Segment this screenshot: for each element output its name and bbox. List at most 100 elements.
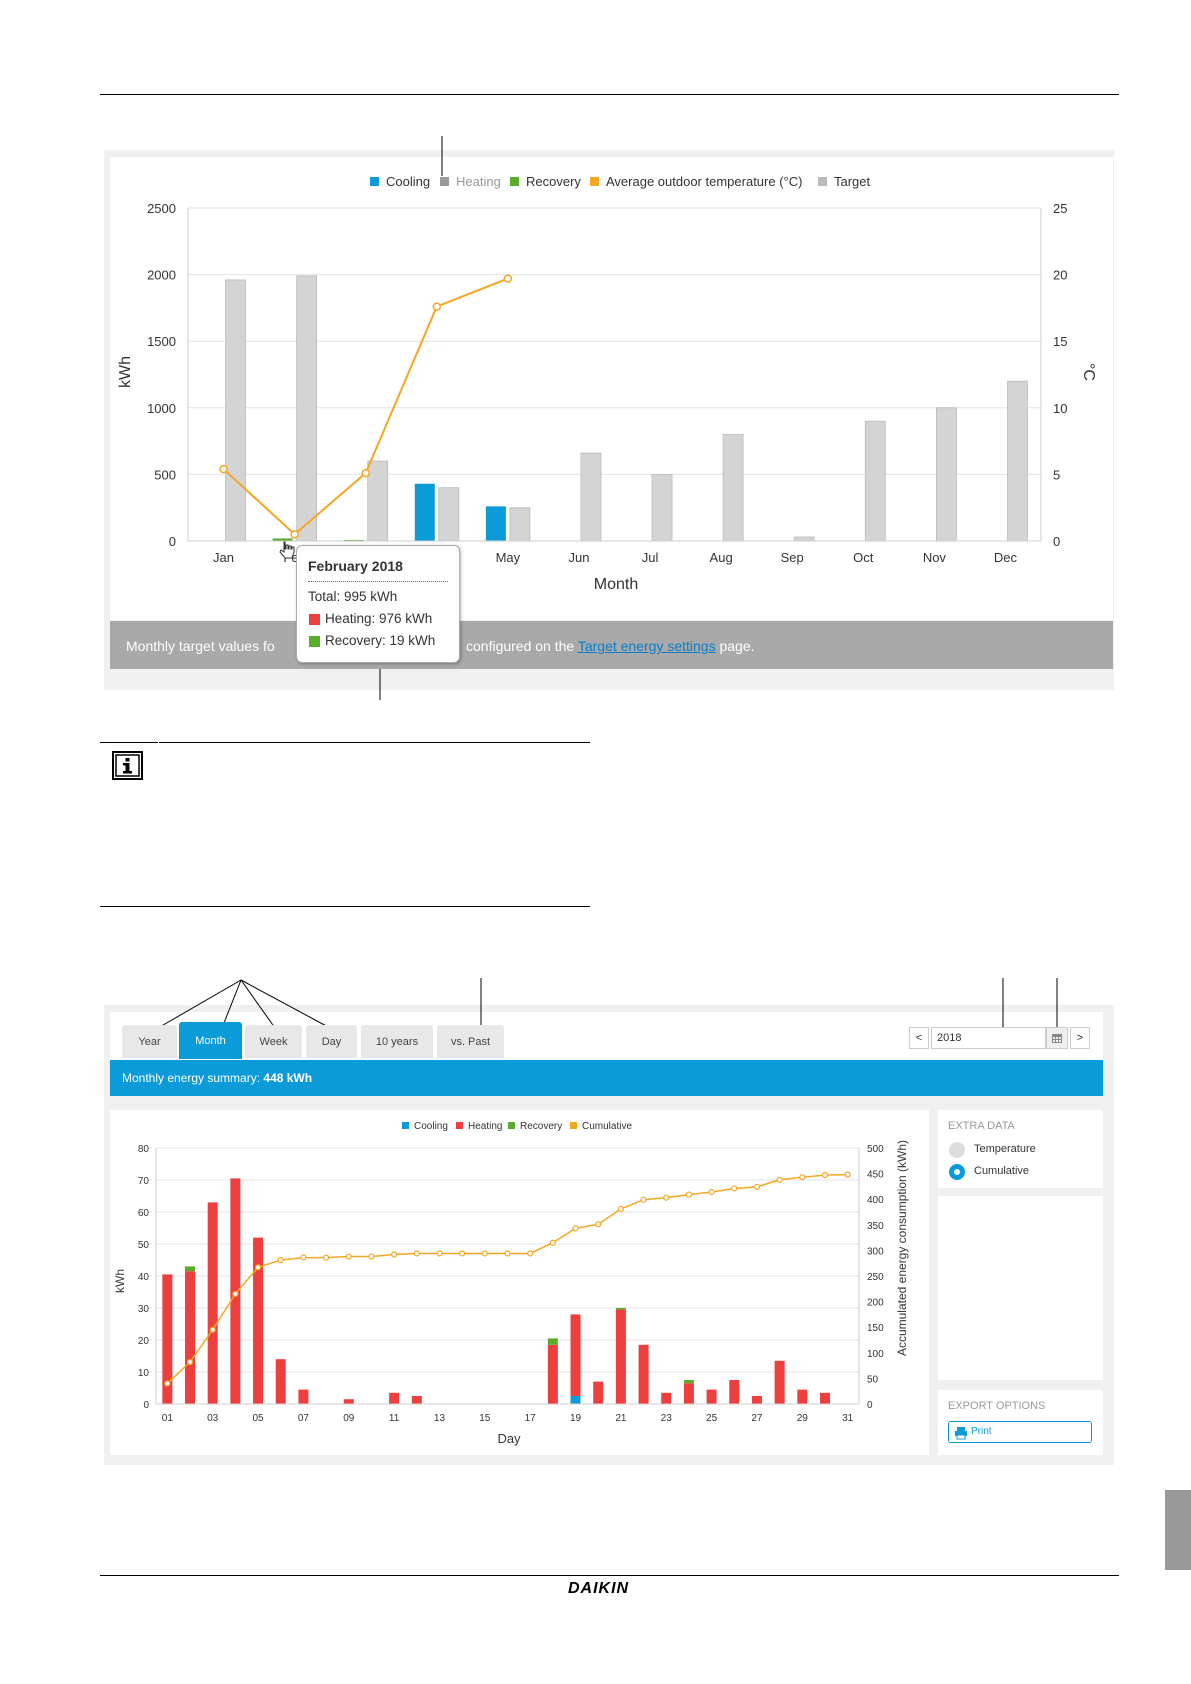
bottom-cumulative-point [391,1251,398,1258]
tab-vs-past[interactable]: vs. Past [437,1025,504,1058]
bottom-xtick-label: 15 [479,1413,491,1424]
print-button[interactable]: Print [948,1421,1092,1443]
tab-week[interactable]: Week [245,1025,302,1058]
bottom-cumulative-point [277,1257,284,1264]
tab-day[interactable]: Day [306,1025,357,1058]
bottom-cumulative-point [232,1290,239,1298]
bottom-cumulative-point [708,1188,715,1196]
bottom-cumulative-point [481,1250,488,1257]
bottom-xtick-label: 11 [389,1413,400,1424]
top-legend-label[interactable]: Average outdoor temperature (°C) [606,174,802,189]
bottom-y2tick-label: 450 [867,1170,884,1181]
tab-year[interactable]: Year [122,1025,177,1058]
top-y2label: °C [1080,363,1097,381]
bottom-heating-bar [185,1271,196,1404]
bottom-heating-bar [615,1309,626,1404]
summary-label: Monthly energy summary: [122,1071,261,1085]
date-input[interactable]: 2018 [931,1027,1046,1049]
bottom-ytick-label: 0 [143,1400,149,1411]
top-chart: Cooling Heating Recovery Average outdoor te… [117,136,1097,700]
bottom-xtick-label: 05 [252,1413,264,1424]
bottom-y2tick-label: 50 [867,1374,879,1385]
bottom-legend-label[interactable]: Recovery [520,1121,562,1132]
bottom-cumulative-point [821,1172,829,1179]
info-icon [112,751,143,780]
top-recovery-bar [272,538,293,541]
temperature-radio[interactable] [949,1142,965,1158]
bottom-y2label: Accumulated energy consumption (kWh) [895,1140,909,1356]
bottom-y2tick-label: 400 [867,1195,884,1206]
date-next-button[interactable]: > [1070,1027,1090,1049]
top-temperature-point [432,302,442,311]
bottom-heating-bar [547,1344,558,1404]
bottom-ytick-label: 70 [138,1176,150,1187]
bottom-recovery-bar [185,1266,196,1272]
bottom-cumulative-point [413,1250,420,1257]
top-xtick-label: Nov [923,550,947,565]
top-legend-label[interactable]: Target [834,174,871,189]
target-energy-settings-link[interactable]: Target energy settings [577,638,716,654]
tooltip-divider [308,581,448,582]
bottom-xtick-label: 17 [525,1413,537,1424]
bottom-cumulative-point [459,1250,466,1257]
print-label: Print [971,1426,992,1437]
bottom-cumulative-point [322,1254,330,1261]
bottom-cumulative-point [572,1225,579,1232]
top-temperature-point [290,530,299,539]
cumulative-radio[interactable] [949,1164,965,1180]
bottom-ytick-label: 50 [138,1240,150,1251]
bottom-legend-swatch [508,1122,515,1129]
top-legend-label[interactable]: Heating [456,174,501,189]
export-options-title: EXPORT OPTIONS [948,1400,1046,1412]
tab-month[interactable]: Month [179,1022,242,1059]
bottom-y2tick-label: 100 [867,1349,884,1360]
top-legend-swatch [510,177,519,186]
top-xtick-label: Sep [781,550,804,565]
hand-cursor-icon [279,541,295,559]
bottom-cumulative-point [254,1264,262,1271]
bottom-heating-bar [751,1396,762,1404]
top-ytick-label: 0 [169,534,176,549]
top-temperature-point [361,468,370,478]
bottom-cumulative-point [799,1174,806,1181]
bottom-legend-label[interactable]: Cumulative [582,1121,632,1132]
extra-data-panel: EXTRA DATA Temperature Cumulative [938,1110,1103,1188]
bottom-axes: 0102030405060708005010015020025030035040… [138,1144,884,1424]
top-callout-lines [379,136,443,700]
date-prev-button[interactable]: < [909,1027,929,1049]
note-top-rule [100,742,590,743]
top-temperature-point [219,464,228,474]
bottom-cumulative-point [300,1254,307,1261]
footer-rule [100,1575,1119,1576]
top-xtick-label: Oct [853,550,874,565]
bottom-recovery-bar [683,1380,694,1384]
bottom-cumulative-point [731,1185,738,1192]
top-legend-swatch [818,177,827,186]
top-xlabel: Month [594,576,638,593]
bottom-legend-label[interactable]: Cooling [414,1121,448,1132]
bottom-y2tick-label: 500 [867,1144,884,1155]
bottom-heating-bar [389,1392,400,1404]
temperature-option-label: Temperature [974,1143,1036,1155]
bottom-heating-bar [275,1359,286,1404]
target-info-text-start: Monthly target values fo [126,638,275,654]
header-rule [100,94,1119,95]
target-info-text-after: page. [719,638,755,654]
bottom-cumulative-point [617,1205,624,1213]
bottom-ytick-label: 30 [138,1304,150,1315]
tooltip-heating-swatch [309,614,320,625]
bottom-xtick-label: 27 [751,1413,763,1424]
bottom-legend-swatch [402,1122,409,1129]
bottom-legend: Cooling Heating Recovery Cumulative [402,1121,632,1132]
bottom-legend-label[interactable]: Heating [468,1121,502,1132]
calendar-button[interactable] [1046,1027,1068,1049]
tooltip-recovery-swatch [309,636,320,647]
tab-10-years[interactable]: 10 years [361,1025,433,1058]
top-legend-label[interactable]: Recovery [526,174,581,189]
bottom-legend-swatch [456,1122,463,1129]
note-divider [158,742,159,906]
top-legend-label[interactable]: Cooling [386,174,430,189]
bottom-cumulative-point [640,1196,647,1203]
bottom-recovery-bar [547,1338,558,1345]
